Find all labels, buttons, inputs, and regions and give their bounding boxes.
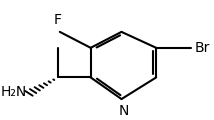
Text: Br: Br (195, 41, 210, 55)
Text: N: N (118, 104, 129, 118)
Text: H₂N: H₂N (1, 85, 27, 99)
Text: F: F (54, 13, 62, 27)
